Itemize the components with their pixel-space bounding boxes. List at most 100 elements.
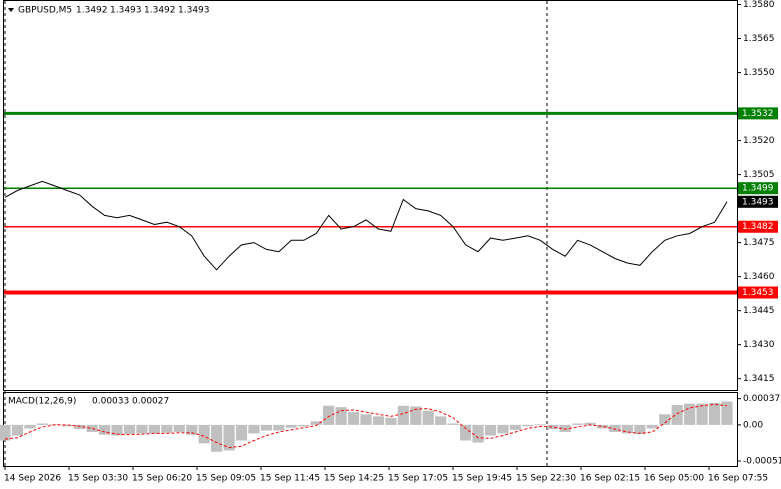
macd-title: MACD(12,26,9) xyxy=(8,397,76,407)
ohlc-high: 1.3493 xyxy=(110,6,142,16)
current-price-label: 1.3493 xyxy=(742,197,774,207)
level-label: 1.3453 xyxy=(742,288,774,298)
y-tick-label: 1.3580 xyxy=(743,0,775,10)
symbol-menu-icon[interactable] xyxy=(8,8,14,12)
current-price-box xyxy=(738,195,778,208)
macd-bar xyxy=(522,424,534,427)
macd-bar xyxy=(173,424,185,432)
y-tick-label: 1.3565 xyxy=(743,34,775,44)
level-label-box xyxy=(738,220,778,233)
macd-bar xyxy=(484,424,497,436)
macd-bar xyxy=(397,405,409,425)
x-tick-label: 14 Sep 2026 xyxy=(4,474,61,484)
macd-value: 0.00033 xyxy=(92,397,129,407)
macd-bar xyxy=(260,424,273,431)
macd-bar xyxy=(410,406,422,425)
level-label-box xyxy=(738,286,778,299)
macd-bar xyxy=(273,424,285,431)
macd-bar xyxy=(74,424,86,430)
x-tick-label: 15 Sep 11:45 xyxy=(260,474,320,484)
y-tick-label: 1.3445 xyxy=(743,306,775,316)
y-tick-label: 0.00 xyxy=(743,420,763,430)
x-tick-label: 15 Sep 06:20 xyxy=(132,474,192,484)
macd-bar xyxy=(223,424,235,451)
signal-line xyxy=(4,403,728,449)
macd-bar xyxy=(86,424,98,432)
macd-bar xyxy=(198,424,210,444)
macd-bar xyxy=(721,401,733,425)
macd-bar xyxy=(534,424,546,425)
y-tick-label: 1.3550 xyxy=(743,68,775,78)
macd-bar xyxy=(547,424,559,430)
macd-bar xyxy=(111,424,123,436)
y-tick-label: 1.3460 xyxy=(743,272,775,282)
price-line xyxy=(4,180,728,271)
macd-bar xyxy=(372,416,385,425)
macd-bar xyxy=(671,405,683,425)
level-label-box xyxy=(738,107,778,120)
macd-bar xyxy=(596,424,609,429)
macd-bar xyxy=(360,414,372,425)
level-label: 1.3532 xyxy=(742,109,774,119)
y-tick-label: 0.00037 xyxy=(743,394,780,404)
macd-bar xyxy=(447,423,459,425)
y-tick-label: 1.3415 xyxy=(743,374,775,384)
macd-bar xyxy=(148,424,160,434)
price-panel-frame xyxy=(3,0,738,391)
signal-value: 0.00027 xyxy=(132,397,169,407)
y-tick-label: -0.00051 xyxy=(743,457,781,467)
macd-bar xyxy=(235,424,248,441)
macd-bar xyxy=(422,410,434,425)
macd-bar xyxy=(98,424,111,435)
macd-bar xyxy=(472,424,484,443)
macd-bar xyxy=(323,405,335,425)
ohlc-close: 1.3493 xyxy=(178,6,210,16)
macd-bar xyxy=(634,424,646,435)
level-label: 1.3499 xyxy=(742,184,774,194)
macd-bar xyxy=(285,424,297,428)
macd-bar xyxy=(572,423,584,425)
macd-bar xyxy=(435,416,447,425)
macd-bar xyxy=(310,421,322,425)
x-tick-label: 15 Sep 03:30 xyxy=(68,474,128,484)
macd-bar xyxy=(559,424,571,432)
macd-bar xyxy=(497,424,509,434)
ohlc-low: 1.3492 xyxy=(144,6,176,16)
x-tick-label: 15 Sep 14:25 xyxy=(324,474,384,484)
x-tick-label: 15 Sep 22:30 xyxy=(516,474,576,484)
x-tick-label: 15 Sep 19:45 xyxy=(452,474,512,484)
macd-bar xyxy=(584,422,596,425)
macd-bar xyxy=(11,424,24,436)
macd-bar xyxy=(61,424,73,427)
macd-bar xyxy=(684,403,696,425)
macd-bar xyxy=(347,412,360,425)
macd-bar xyxy=(708,402,721,425)
macd-bar xyxy=(161,424,173,433)
macd-bar xyxy=(646,424,658,429)
macd-bar xyxy=(509,424,521,430)
macd-bar xyxy=(123,424,136,435)
y-tick-label: 1.3430 xyxy=(743,340,775,350)
macd-bar xyxy=(248,424,260,434)
x-tick-label: 16 Sep 07:55 xyxy=(708,474,768,484)
symbol: GBPUSD,M5 xyxy=(18,6,72,16)
level-label: 1.3482 xyxy=(742,222,774,232)
macd-bar xyxy=(0,424,11,441)
y-tick-label: 1.3505 xyxy=(743,170,775,180)
macd-bar xyxy=(621,424,634,434)
level-label-box xyxy=(738,182,778,195)
macd-bar xyxy=(385,417,397,425)
ohlc-open: 1.3492 xyxy=(76,6,108,16)
macd-bar xyxy=(136,424,148,434)
macd-bar xyxy=(335,407,347,425)
x-tick-label: 16 Sep 02:15 xyxy=(580,474,640,484)
macd-bar xyxy=(24,424,36,429)
macd-bar xyxy=(211,424,223,452)
macd-bar xyxy=(659,414,671,425)
y-tick-label: 1.3475 xyxy=(743,238,775,248)
y-tick-label: 1.3520 xyxy=(743,136,775,146)
x-tick-label: 16 Sep 05:00 xyxy=(644,474,704,484)
x-tick-label: 15 Sep 09:05 xyxy=(196,474,256,484)
